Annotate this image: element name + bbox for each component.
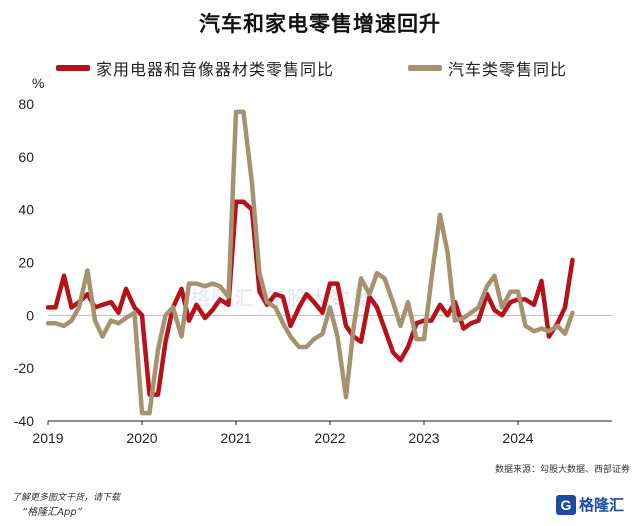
source-note: 数据来源：勾股大数据、西部证券 xyxy=(494,465,630,475)
gelonghui-logo-icon: G xyxy=(556,494,576,515)
y-tick-label: 80 xyxy=(18,96,34,112)
y-axis-unit: % xyxy=(32,75,44,91)
y-tick-label: 20 xyxy=(18,255,34,271)
brand-logo: G 格隆汇 xyxy=(556,494,624,515)
x-tick-label: 2021 xyxy=(220,430,251,446)
footer-app-name: “格隆汇App” xyxy=(22,507,82,518)
legend-swatch-appliances xyxy=(56,65,90,71)
chart-title: 汽车和家电零售增速回升 xyxy=(199,12,441,36)
x-tick-label: 2019 xyxy=(32,430,63,446)
x-tick-label: 2020 xyxy=(126,430,157,446)
series-line-auto xyxy=(45,109,575,416)
y-tick-label: -40 xyxy=(14,413,34,429)
footer-download-text: 了解更多图文干货，请下载 xyxy=(12,493,121,503)
brand-name: 格隆汇 xyxy=(579,496,625,514)
y-tick-label: 0 xyxy=(26,307,34,323)
y-tick-label: 40 xyxy=(18,202,34,218)
x-tick-label: 2024 xyxy=(502,430,533,446)
x-tick-label: 2023 xyxy=(408,430,439,446)
y-tick-label: -20 xyxy=(14,360,34,376)
legend-swatch-auto xyxy=(408,65,442,71)
legend-item-auto: 汽车类零售同比 xyxy=(408,56,567,80)
legend-item-appliances: 家用电器和音像器材类零售同比 xyxy=(56,56,334,80)
y-tick-label: 60 xyxy=(18,149,34,165)
x-tick-label: 2022 xyxy=(314,430,345,446)
legend-label-auto: 汽车类零售同比 xyxy=(448,60,568,79)
series-line-appliances xyxy=(45,199,575,397)
legend-label-appliances: 家用电器和音像器材类零售同比 xyxy=(96,60,335,79)
